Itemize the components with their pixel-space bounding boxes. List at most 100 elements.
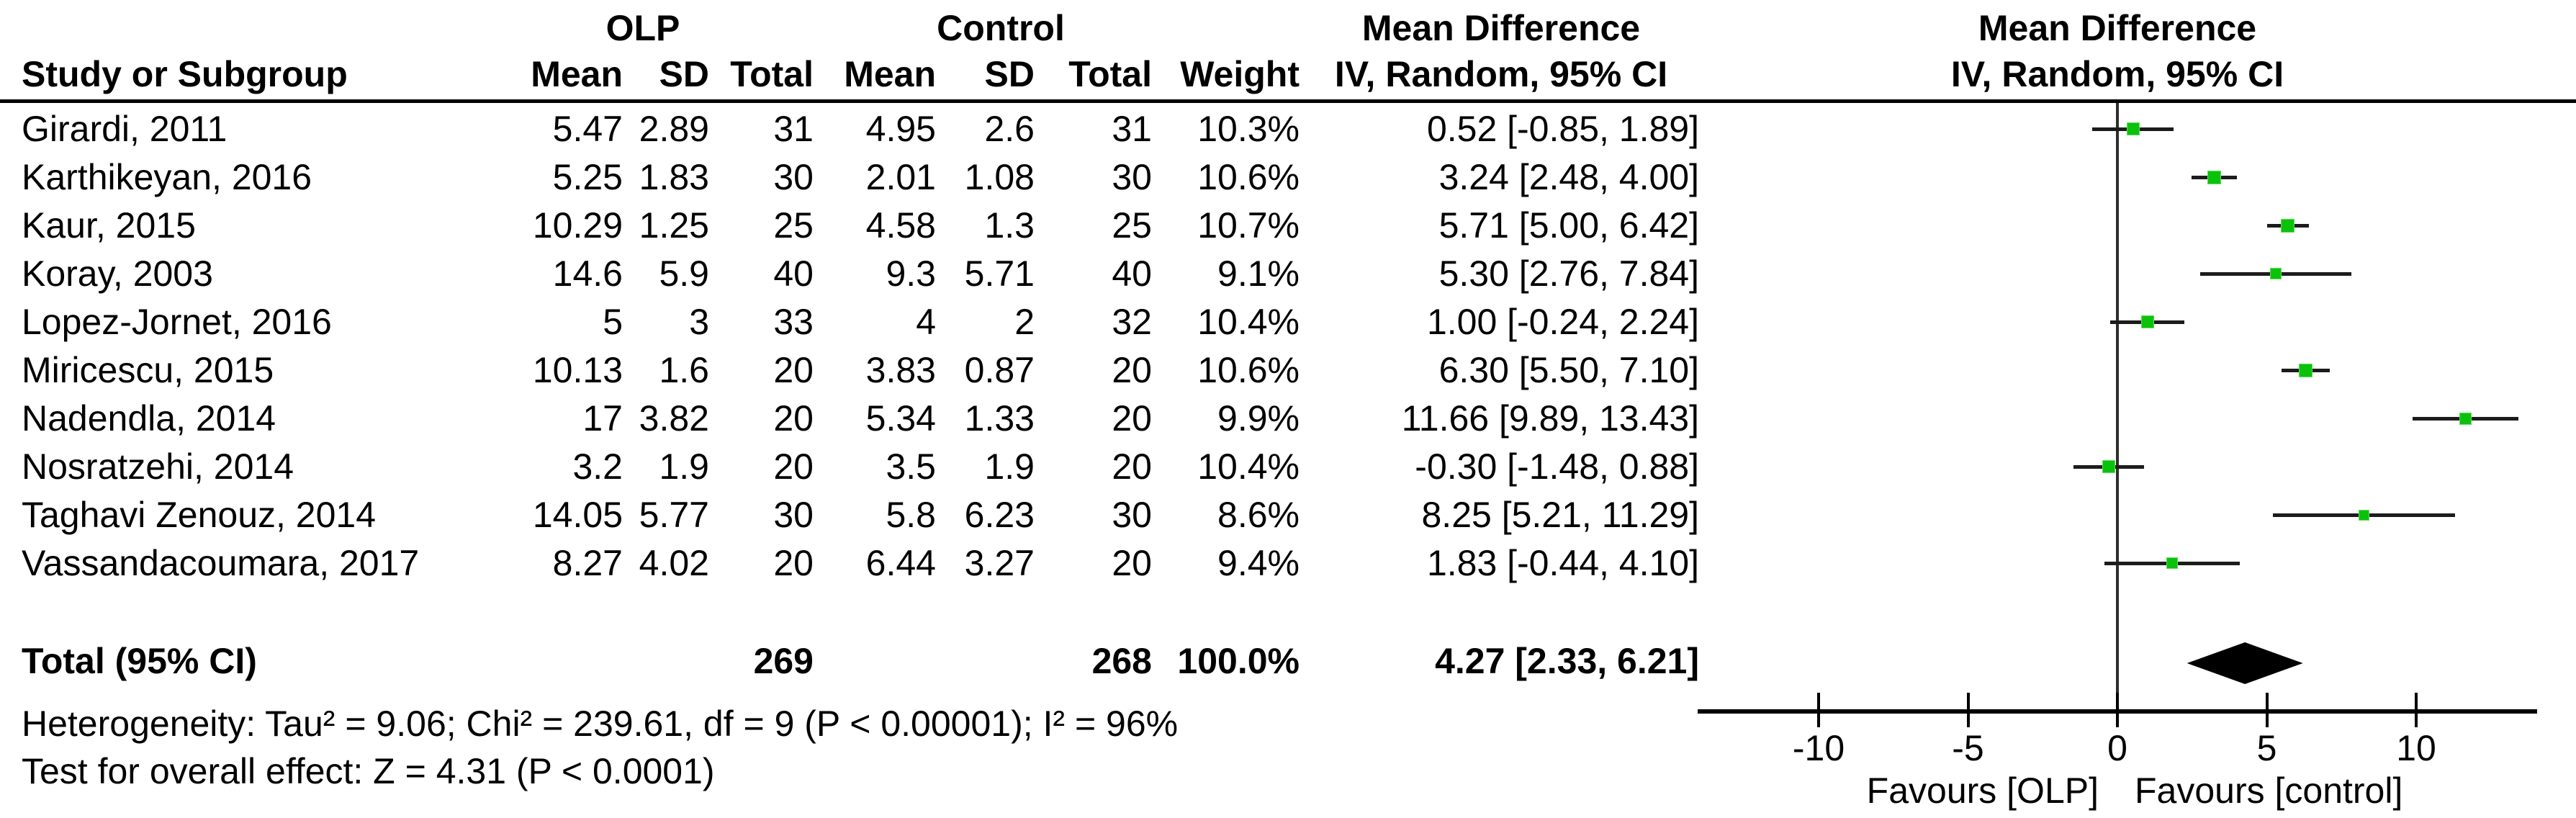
favours-left-label: Favours [OLP] [1866, 770, 2099, 811]
study-row: Vassandacoumara, 2017 8.27 4.02 20 6.44 … [0, 539, 2576, 588]
group1-total: 25 [773, 204, 814, 246]
group1-total: 30 [773, 156, 814, 197]
group1-mean: 3.2 [572, 446, 623, 487]
group1-sd: 1.83 [639, 156, 709, 197]
group2-mean: 9.3 [886, 253, 936, 294]
group1-sd: 5.77 [639, 494, 709, 535]
plot-title: Mean Difference [1978, 8, 2257, 48]
group1-total: 31 [773, 108, 814, 149]
group1-mean: 10.13 [532, 349, 623, 390]
total-ci-text: 4.27 [2.33, 6.21] [1435, 640, 1699, 681]
group2-total: 31 [1112, 108, 1152, 149]
group1-sd: 4.02 [639, 542, 709, 583]
group2-total: 20 [1112, 542, 1152, 583]
overall-effect-text: Test for overall effect: Z = 4.31 (P < 0… [22, 751, 715, 791]
study-ci-text: 1.00 [-0.24, 2.24] [1426, 301, 1699, 342]
effect-column-title: Mean Difference [1361, 8, 1641, 48]
group1-total: 20 [773, 349, 814, 390]
study-weight: 9.4% [1217, 542, 1300, 583]
group2-mean-header: Mean [844, 54, 936, 94]
group2-total: 20 [1112, 397, 1152, 439]
group2-sd-header: SD [984, 54, 1035, 94]
study-ci-text: 5.30 [2.76, 7.84] [1438, 253, 1699, 294]
group1-header: OLP [605, 8, 680, 48]
study-row: Girardi, 2011 5.47 2.89 31 4.95 2.6 31 1… [0, 105, 2576, 153]
group2-mean: 6.44 [865, 542, 936, 583]
study-weight: 9.9% [1217, 397, 1300, 439]
group1-mean: 14.05 [532, 494, 623, 535]
favours-right-label: Favours [control] [2135, 770, 2403, 811]
group2-sd: 1.3 [984, 204, 1035, 246]
group2-total: 30 [1112, 494, 1152, 535]
group2-mean: 3.83 [865, 349, 936, 390]
group2-sd: 3.27 [964, 542, 1035, 583]
tick-label: -5 [1952, 728, 1984, 768]
study-label: Karthikeyan, 2016 [22, 156, 312, 197]
tick-label: 10 [2396, 728, 2436, 768]
group2-sd: 2.6 [984, 108, 1035, 149]
study-ci-text: 8.25 [5.21, 11.29] [1421, 494, 1700, 535]
group1-sd: 1.25 [639, 204, 709, 246]
study-row: Koray, 2003 14.6 5.9 40 9.3 5.71 40 9.1%… [0, 250, 2576, 298]
group1-sd: 3 [689, 301, 709, 342]
group1-sd-header: SD [659, 54, 709, 94]
study-row: Kaur, 2015 10.29 1.25 25 4.58 1.3 25 10.… [0, 202, 2576, 250]
group1-mean: 14.6 [552, 253, 623, 294]
axis-tick [2265, 693, 2269, 727]
study-ci-text: 5.71 [5.00, 6.42] [1438, 204, 1699, 246]
effect-marker [2459, 412, 2472, 425]
group1-mean: 17 [582, 397, 623, 439]
group2-total: 20 [1112, 349, 1152, 390]
group1-total: 20 [773, 397, 814, 439]
group1-sd: 1.6 [659, 349, 709, 390]
study-weight: 9.1% [1217, 253, 1300, 294]
group2-total: 40 [1112, 253, 1152, 294]
group1-mean: 5 [603, 301, 623, 342]
study-label: Lopez-Jornet, 2016 [22, 301, 332, 342]
study-label: Girardi, 2011 [22, 108, 228, 149]
study-row: Nosratzehi, 2014 3.2 1.9 20 3.5 1.9 20 1… [0, 443, 2576, 491]
axis-tick [1966, 693, 1970, 727]
group1-mean: 5.47 [552, 108, 623, 149]
group2-total: 20 [1112, 446, 1152, 487]
study-row: Taghavi Zenouz, 2014 14.05 5.77 30 5.8 6… [0, 491, 2576, 539]
total-label: Total (95% CI) [22, 640, 257, 681]
effect-marker [2140, 315, 2154, 328]
study-label: Nosratzehi, 2014 [22, 446, 294, 487]
group2-mean: 5.8 [886, 494, 936, 535]
group2-sd: 1.08 [964, 156, 1035, 197]
group1-total: 30 [773, 494, 814, 535]
effect-marker [2207, 170, 2221, 184]
group2-mean: 4.95 [865, 108, 936, 149]
tick-label: 0 [2107, 728, 2127, 768]
group2-mean: 3.5 [886, 446, 936, 487]
study-weight: 10.6% [1197, 349, 1300, 390]
study-label: Kaur, 2015 [22, 204, 196, 246]
effect-marker [2102, 460, 2115, 473]
zero-line [2116, 103, 2119, 711]
study-label: Miricescu, 2015 [22, 349, 274, 390]
study-ci-text: -0.30 [-1.48, 0.88] [1415, 446, 1699, 487]
tick-label: -10 [1792, 728, 1845, 768]
group2-sd: 6.23 [964, 494, 1035, 535]
group1-mean: 10.29 [532, 204, 623, 246]
study-weight: 10.3% [1197, 108, 1300, 149]
study-weight: 10.4% [1197, 301, 1300, 342]
study-label: Koray, 2003 [22, 253, 213, 294]
study-weight: 10.6% [1197, 156, 1300, 197]
total-row: Total (95% CI) 269 268 100.0% 4.27 [2.33… [0, 637, 2576, 686]
study-weight: 10.7% [1197, 204, 1300, 246]
group2-mean: 5.34 [865, 397, 936, 439]
group2-sd: 0.87 [964, 349, 1035, 390]
group2-mean: 4.58 [865, 204, 936, 246]
study-ci-text: 3.24 [2.48, 4.00] [1438, 156, 1699, 197]
axis-tick [2116, 693, 2119, 727]
group1-total-header: Total [730, 54, 814, 94]
group1-total: 40 [773, 253, 814, 294]
group2-mean: 2.01 [865, 156, 936, 197]
group2-header: Control [937, 8, 1065, 48]
group1-sd: 5.9 [659, 253, 709, 294]
weight-column-header: Weight [1180, 54, 1300, 94]
study-column-header: Study or Subgroup [22, 54, 348, 94]
study-ci-text: 6.30 [5.50, 7.10] [1438, 349, 1699, 390]
